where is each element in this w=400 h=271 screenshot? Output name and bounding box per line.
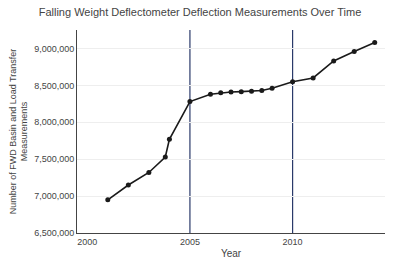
svg-text:Number of FWD Basin and Load T: Number of FWD Basin and Load TransferMea… bbox=[8, 49, 30, 215]
svg-text:8,000,000: 8,000,000 bbox=[34, 117, 74, 127]
svg-text:Falling Weight Deflectometer D: Falling Weight Deflectometer Deflection … bbox=[39, 6, 362, 18]
svg-text:7,000,000: 7,000,000 bbox=[34, 191, 74, 201]
svg-text:8,500,000: 8,500,000 bbox=[34, 81, 74, 91]
svg-text:7,500,000: 7,500,000 bbox=[34, 154, 74, 164]
svg-text:2000: 2000 bbox=[77, 237, 97, 247]
svg-text:2010: 2010 bbox=[283, 237, 303, 247]
svg-text:2005: 2005 bbox=[180, 237, 200, 247]
svg-text:Year: Year bbox=[221, 248, 242, 259]
svg-text:6,500,000: 6,500,000 bbox=[34, 228, 74, 238]
svg-text:9,000,000: 9,000,000 bbox=[34, 44, 74, 54]
